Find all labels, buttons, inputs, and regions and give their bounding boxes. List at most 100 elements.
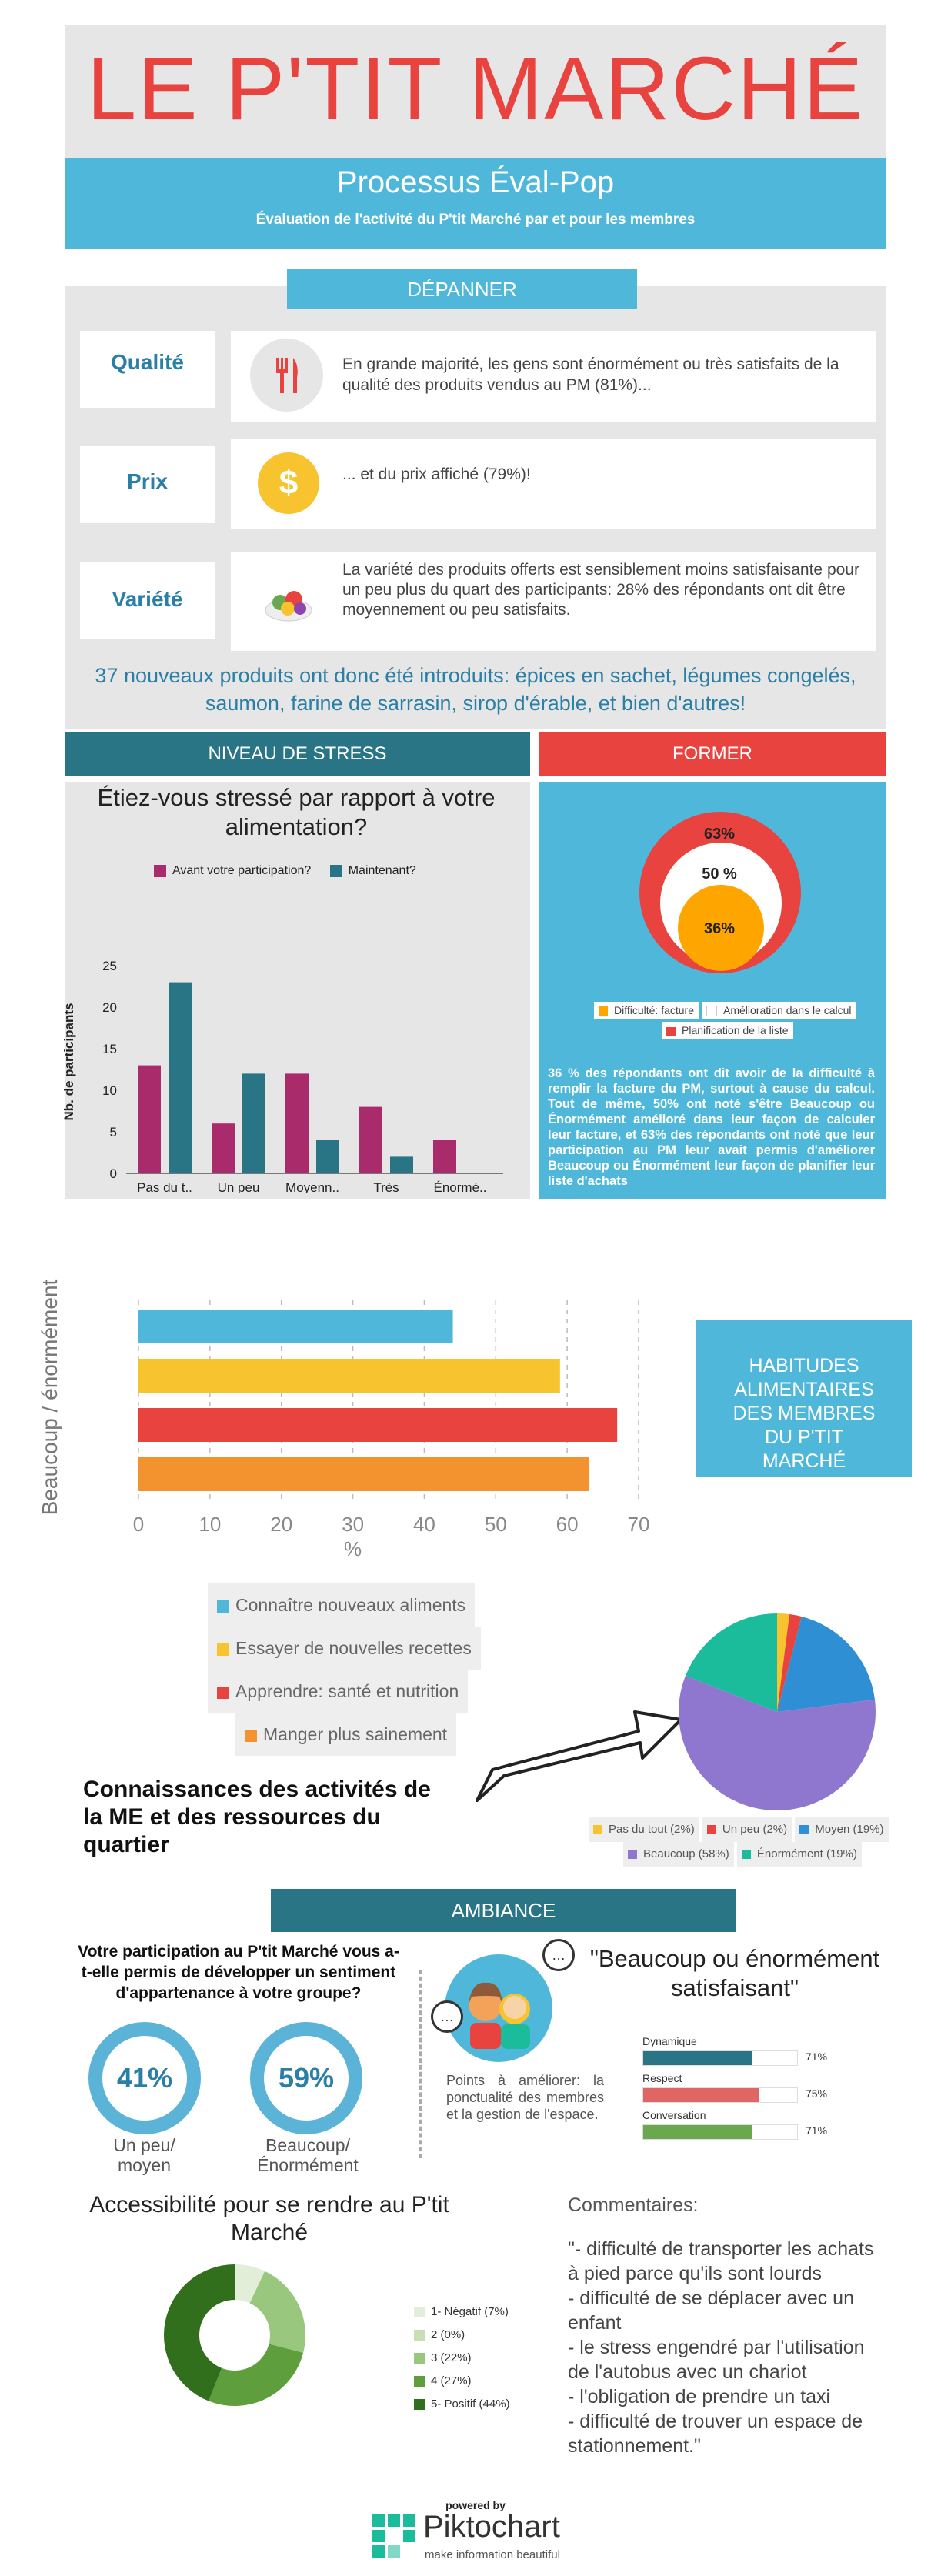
ambiance-bar-label: Dynamique [642,2035,697,2047]
conversation-icon [445,1954,552,2062]
ambiance-bar-value: 75% [806,2087,828,2100]
habitudes-ylabel: Beaucoup / énormément [38,1279,62,1516]
ambiance-bar-row: Conversation 71% [642,2109,873,2144]
stress-ylabel: Nb. de participants [62,1003,76,1121]
habitudes-bar-3 [138,1457,589,1491]
stress-category-label: Un peu [218,1180,260,1193]
access-legend: 1- Négatif (7%) 2 (0%) 3 (22%) 4 (27%) 5… [414,2301,568,2416]
stress-category-label: Énormé.. [434,1180,487,1193]
stress-ytick: 5 [110,1125,117,1140]
access-donut-hole [199,2300,270,2371]
habitudes-xtick: 60 [556,1513,579,1536]
access-donut-chart [163,2264,305,2406]
prix-label-card [80,446,215,523]
stress-label: NIVEAU DE STRESS [65,732,530,776]
depanner-label: DÉPANNER [287,269,637,309]
vegetables-icon [262,573,315,627]
stress-ytick: 10 [102,1083,117,1098]
qualite-label-card [80,331,215,408]
dollar-icon: $ [258,452,319,514]
ambiance-label: AMBIANCE [271,1889,736,1932]
stress-bar-0-1 [212,1123,235,1173]
connaissances-caption: Connaissances des activités de la ME et … [83,1777,431,1857]
legend-maintenant: Maintenant? [329,864,416,877]
ambiance-bar-track [642,2124,798,2140]
stress-category-label: Moyenn.. [285,1180,339,1193]
connaissances-legend: Pas du tout (2%) Un peu (2%) Moyen (19%)… [589,1817,912,1867]
ambiance-bar-label: Conversation [642,2109,706,2121]
habitudes-xtick: 40 [413,1513,435,1536]
connaissances-slice-3 [679,1675,876,1810]
variete-label-card [80,562,215,639]
access-title: Accessibilité pour se rendre au P'tit Ma… [89,2192,449,2245]
habitudes-xtick: 0 [133,1513,144,1536]
connaissances-slice-4 [685,1613,777,1712]
piktochart-brand[interactable]: Piktochart [423,2510,560,2544]
page-title: LE P'TIT MARCHÉ [86,38,865,138]
ambiance-bar-track [642,2087,798,2103]
stress-ytick: 20 [102,1000,117,1015]
former-ring-inner [678,885,764,971]
qualite-card [231,331,876,422]
stress-question: Étiez-vous stressé par rapport à votre a… [97,784,496,840]
stress-ytick: 0 [110,1166,117,1181]
habitudes-box [696,1320,912,1477]
ambiance-divider [419,1970,422,2158]
habitudes-bar-1 [138,1359,560,1393]
piktochart-logo-icon [372,2514,417,2559]
former-label: FORMER [539,732,886,776]
legend-avant: Avant votre participation? [154,864,311,877]
ambiance-bar-label: Respect [642,2072,682,2084]
subtitle-banner [65,158,886,249]
access-slice-4 [163,2264,235,2401]
ambiance-bar-fill [643,2125,752,2139]
powered-by: powered by [445,2499,506,2511]
stat1-label: Un peu/ moyen [113,2135,175,2175]
stat2-label: Beaucoup/ Énormément [257,2135,359,2175]
qualite-label: Qualité [111,350,184,374]
habitudes-box-title: HABITUDES ALIMENTAIRES DES MEMBRES DU P'… [732,1355,876,1472]
habitudes-bar-2 [138,1408,618,1442]
habitudes-bar-0 [138,1310,453,1343]
ambiance-quote: "Beaucoup ou énormément satisfaisant" [589,1945,880,2001]
connaissances-slice-0 [777,1613,790,1712]
habitudes-xtick: 70 [628,1513,650,1536]
habitudes-bar-chart: 0 10 20 30 40 50 60 70% [133,1300,650,1560]
comments-text: "- difficulté de transporter les achats … [568,2238,874,2457]
ambiance-bar-track [642,2050,798,2066]
prix-card [231,439,876,529]
ambiance-bar-row: Respect 75% [642,2072,873,2107]
former-pct-inner: 36% [703,920,736,937]
stress-category-label: Pas du t.. [137,1180,192,1193]
former-legend: Difficulté: facture Amélioration dans le … [592,1000,877,1039]
stress-bar-1-0 [169,982,192,1173]
stress-category-label: Très [373,1180,399,1193]
piktochart-slogan: make information beautiful [425,2548,560,2561]
stat1-value: 41% [116,2062,173,2094]
variete-card [231,552,876,651]
habitudes-xlabel: % [344,1537,362,1560]
stress-bar-chart: 0 5 10 15 20 25 Pas du t.. Un peu Moyenn.. Très Én… [102,959,503,1193]
habitudes-xtick: 10 [199,1513,221,1536]
comments-title: Commentaires: [568,2194,699,2216]
stat-ring-59: 59% [250,2022,362,2134]
stress-bar-0-3 [359,1106,382,1173]
stat2-value: 59% [278,2062,335,2094]
subtitle: Processus Éval-Pop [336,165,615,199]
former-description: 36 % des répondants ont dit avoir de la … [548,1066,875,1188]
stress-bar-0-4 [433,1140,456,1173]
tagline: Évaluation de l'activité du P'tit Marché… [255,212,696,228]
stress-bar-1-3 [390,1156,413,1173]
former-pct-middle: 50 % [702,866,737,883]
depanner-highlight: 37 nouveaux produits ont donc été introd… [95,664,856,715]
ambiance-question: Votre participation au P'tit Marché vous… [78,1943,399,2002]
ambiance-bar-fill [643,2051,752,2065]
ambiance-bar-value: 71% [806,2050,828,2063]
connaissances-slice-1 [777,1614,802,1712]
speech-bubble-icon-2: … [542,1939,575,1971]
ambiance-bars: Dynamique 71% Respect 75% Conversation 71% [642,2035,873,2158]
habitudes-xtick: 20 [270,1513,292,1536]
prix-text: ... et du prix affiché (79%)! [342,465,531,483]
fork-knife-icon [250,339,323,412]
stress-bar-0-0 [138,1065,161,1173]
